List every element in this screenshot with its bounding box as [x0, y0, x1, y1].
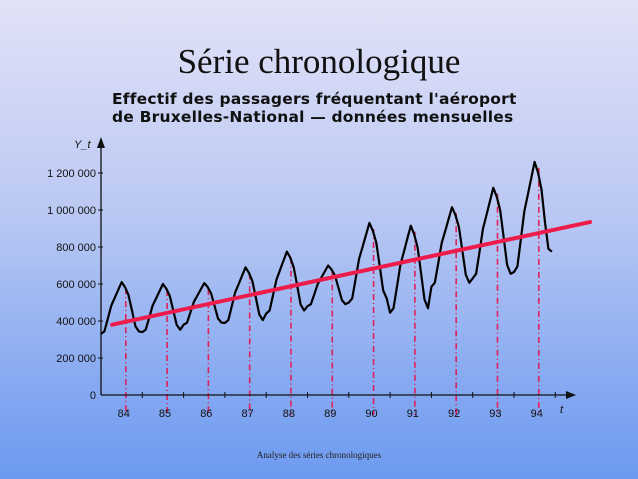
slide-footer: Analyse des séries chronologiques [256, 450, 382, 460]
y-tick-label: 0 [90, 390, 96, 402]
y-tick-label: 800 000 [56, 242, 96, 254]
x-axis-label: t [560, 404, 564, 416]
x-tick-label: 93 [489, 408, 501, 420]
x-tick-label: 85 [159, 408, 171, 420]
x-axis-arrow [566, 391, 576, 399]
y-tick-label: 1 000 000 [47, 205, 96, 217]
slide-title: Série chronologique [177, 42, 461, 81]
x-tick-label: 86 [200, 408, 212, 420]
y-tick-label: 600 000 [56, 279, 96, 291]
x-tick-label: 90 [365, 408, 377, 420]
x-tick-label: 84 [118, 408, 130, 420]
y-axis-arrow [97, 137, 105, 148]
trend-line [110, 220, 592, 327]
x-tick-label: 87 [241, 408, 253, 420]
x-tick-label: 88 [283, 408, 295, 420]
passenger-series-line [100, 160, 553, 335]
y-tick-label: 400 000 [56, 316, 96, 328]
y-tick-label: 200 000 [56, 353, 96, 365]
x-tick-label: 89 [324, 408, 336, 420]
y-axis-label: Y_t [74, 139, 91, 151]
chart-subtitle-line-1: Effectif des passagers fréquentant l'aér… [112, 90, 517, 108]
x-tick-label: 94 [531, 408, 543, 420]
chart-subtitle-line-2: de Bruxelles-National — données mensuell… [112, 108, 514, 126]
x-tick-label: 91 [407, 408, 419, 420]
x-tick-label: 92 [448, 408, 460, 420]
y-tick-label: 1 200 000 [47, 168, 96, 180]
